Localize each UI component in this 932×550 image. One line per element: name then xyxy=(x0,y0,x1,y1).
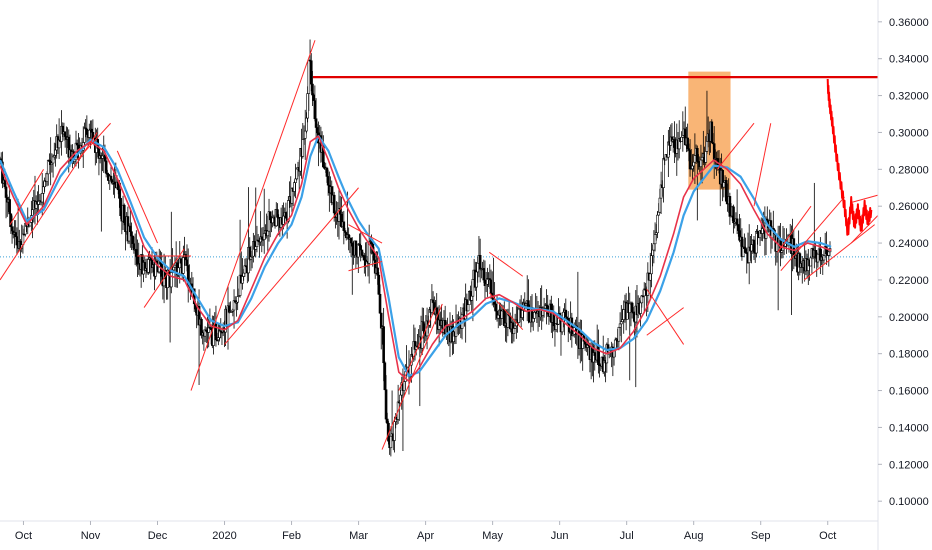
trendline xyxy=(116,150,158,244)
x-tick-label: Jul xyxy=(620,530,634,542)
x-tick-label: Sep xyxy=(751,530,771,542)
y-tick-label: 0.24000 xyxy=(889,238,929,250)
y-tick-label: 0.18000 xyxy=(889,349,929,361)
y-tick-label: 0.34000 xyxy=(889,54,929,66)
y-tick-label: 0.16000 xyxy=(889,386,929,398)
x-tick-label: Oct xyxy=(15,530,32,542)
y-tick-label: 0.20000 xyxy=(889,312,929,324)
y-axis[interactable]: 0.36000 0.34000 0.32000 0.30000 0.28000 0.260… xyxy=(877,0,929,550)
trendline xyxy=(851,194,879,203)
x-tick-label: May xyxy=(482,530,503,542)
trendline xyxy=(348,261,383,272)
y-tick-label: 0.14000 xyxy=(889,422,929,434)
trendline xyxy=(143,248,185,308)
y-tick-label: 0.28000 xyxy=(889,164,929,176)
y-tick-label: 0.30000 xyxy=(889,127,929,139)
x-tick-label: Feb xyxy=(282,530,301,542)
trendline xyxy=(753,123,772,207)
trendline xyxy=(646,307,684,336)
x-tick-label: Oct xyxy=(819,530,836,542)
candle xyxy=(122,203,126,226)
trendline xyxy=(646,288,685,345)
trendline xyxy=(488,251,524,277)
y-tick-label: 0.22000 xyxy=(889,275,929,287)
trendline-layer xyxy=(0,40,879,450)
trendline xyxy=(716,122,755,170)
x-tick-label: Jun xyxy=(551,530,569,542)
candle xyxy=(724,176,728,205)
trendline xyxy=(348,224,383,244)
trendline xyxy=(0,132,98,281)
trendline xyxy=(190,40,316,391)
y-tick-label: 0.10000 xyxy=(889,496,929,508)
trendline xyxy=(488,292,524,331)
x-axis[interactable]: Oct Nov Dec 2020 Feb Mar Apr May Jun Jul Aug Sep Oct xyxy=(0,520,878,542)
y-tick-label: 0.26000 xyxy=(889,201,929,213)
trendline xyxy=(780,196,845,272)
y-tick-label: 0.36000 xyxy=(889,17,929,29)
trendline xyxy=(224,187,359,345)
x-tick-label: Apr xyxy=(417,530,434,542)
trendline xyxy=(9,169,44,225)
projection-layer xyxy=(826,78,873,236)
y-tick-label: 0.32000 xyxy=(889,91,929,103)
x-tick-label: 2020 xyxy=(212,530,236,542)
trendline xyxy=(850,215,879,244)
candle xyxy=(383,361,387,391)
candle xyxy=(710,119,714,143)
x-tick-label: Mar xyxy=(349,530,368,542)
moving-average-layer xyxy=(0,135,832,383)
x-tick-label: Dec xyxy=(148,530,168,542)
y-tick-label: 0.12000 xyxy=(889,459,929,471)
x-tick-label: Aug xyxy=(684,530,704,542)
x-tick-label: Nov xyxy=(81,530,101,542)
trendline xyxy=(381,303,443,450)
trendline xyxy=(398,307,437,391)
projection-path xyxy=(826,78,873,236)
trendline xyxy=(803,224,875,281)
candle xyxy=(377,272,381,295)
trendline xyxy=(76,122,111,161)
trendline xyxy=(777,205,812,253)
ma-slow-line xyxy=(0,135,832,377)
ma-fast-line xyxy=(0,135,832,383)
